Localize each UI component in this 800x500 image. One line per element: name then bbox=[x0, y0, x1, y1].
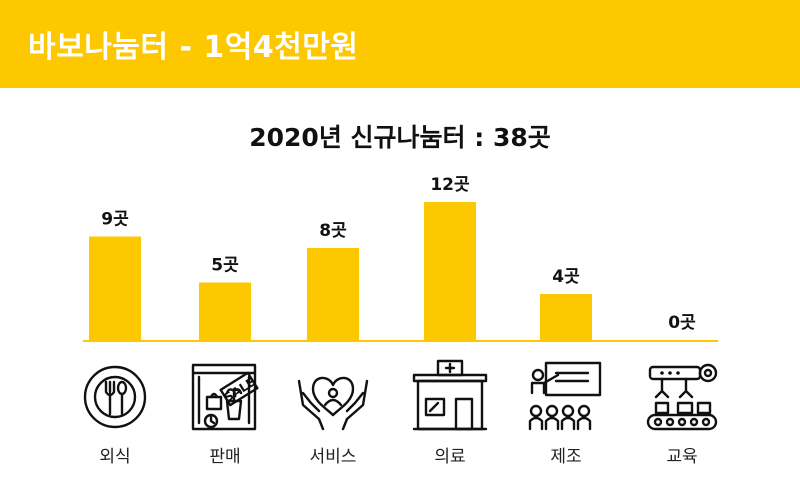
bar-value-label: 5곳 bbox=[211, 256, 239, 276]
bar-1 bbox=[89, 236, 141, 340]
bar-2 bbox=[199, 282, 251, 340]
plate-fork-spoon-icon bbox=[83, 365, 147, 429]
category-label: 외식 bbox=[99, 447, 130, 467]
bar-value-label: 12곳 bbox=[430, 175, 470, 195]
category-label: 교육 bbox=[666, 447, 697, 467]
bar-value-label: 8곳 bbox=[319, 221, 347, 241]
bar-value-label: 9곳 bbox=[101, 210, 129, 230]
chart-title: 2020년 신규나눔터 : 38곳 bbox=[249, 123, 551, 152]
category-label: 판매 bbox=[209, 447, 240, 467]
hands-heart-icon bbox=[297, 376, 369, 431]
bar-3 bbox=[307, 248, 359, 340]
lecture-presenter-icon bbox=[528, 361, 602, 431]
bar-4 bbox=[424, 202, 476, 340]
factory-conveyor-icon bbox=[646, 363, 718, 431]
category-label: 서비스 bbox=[310, 447, 357, 467]
bar-5 bbox=[540, 294, 592, 340]
bar-value-label: 0곳 bbox=[668, 313, 696, 333]
category-label: 의료 bbox=[434, 447, 465, 467]
sale-shop-icon: SALE bbox=[191, 363, 259, 431]
category-label: 제조 bbox=[550, 447, 581, 467]
bar-value-label: 4곳 bbox=[552, 267, 580, 287]
banner-title: 바보나눔터 - 1억4천만원 bbox=[28, 30, 359, 65]
clinic-building-icon bbox=[412, 359, 488, 431]
header-banner: 바보나눔터 - 1억4천만원 bbox=[0, 0, 800, 88]
